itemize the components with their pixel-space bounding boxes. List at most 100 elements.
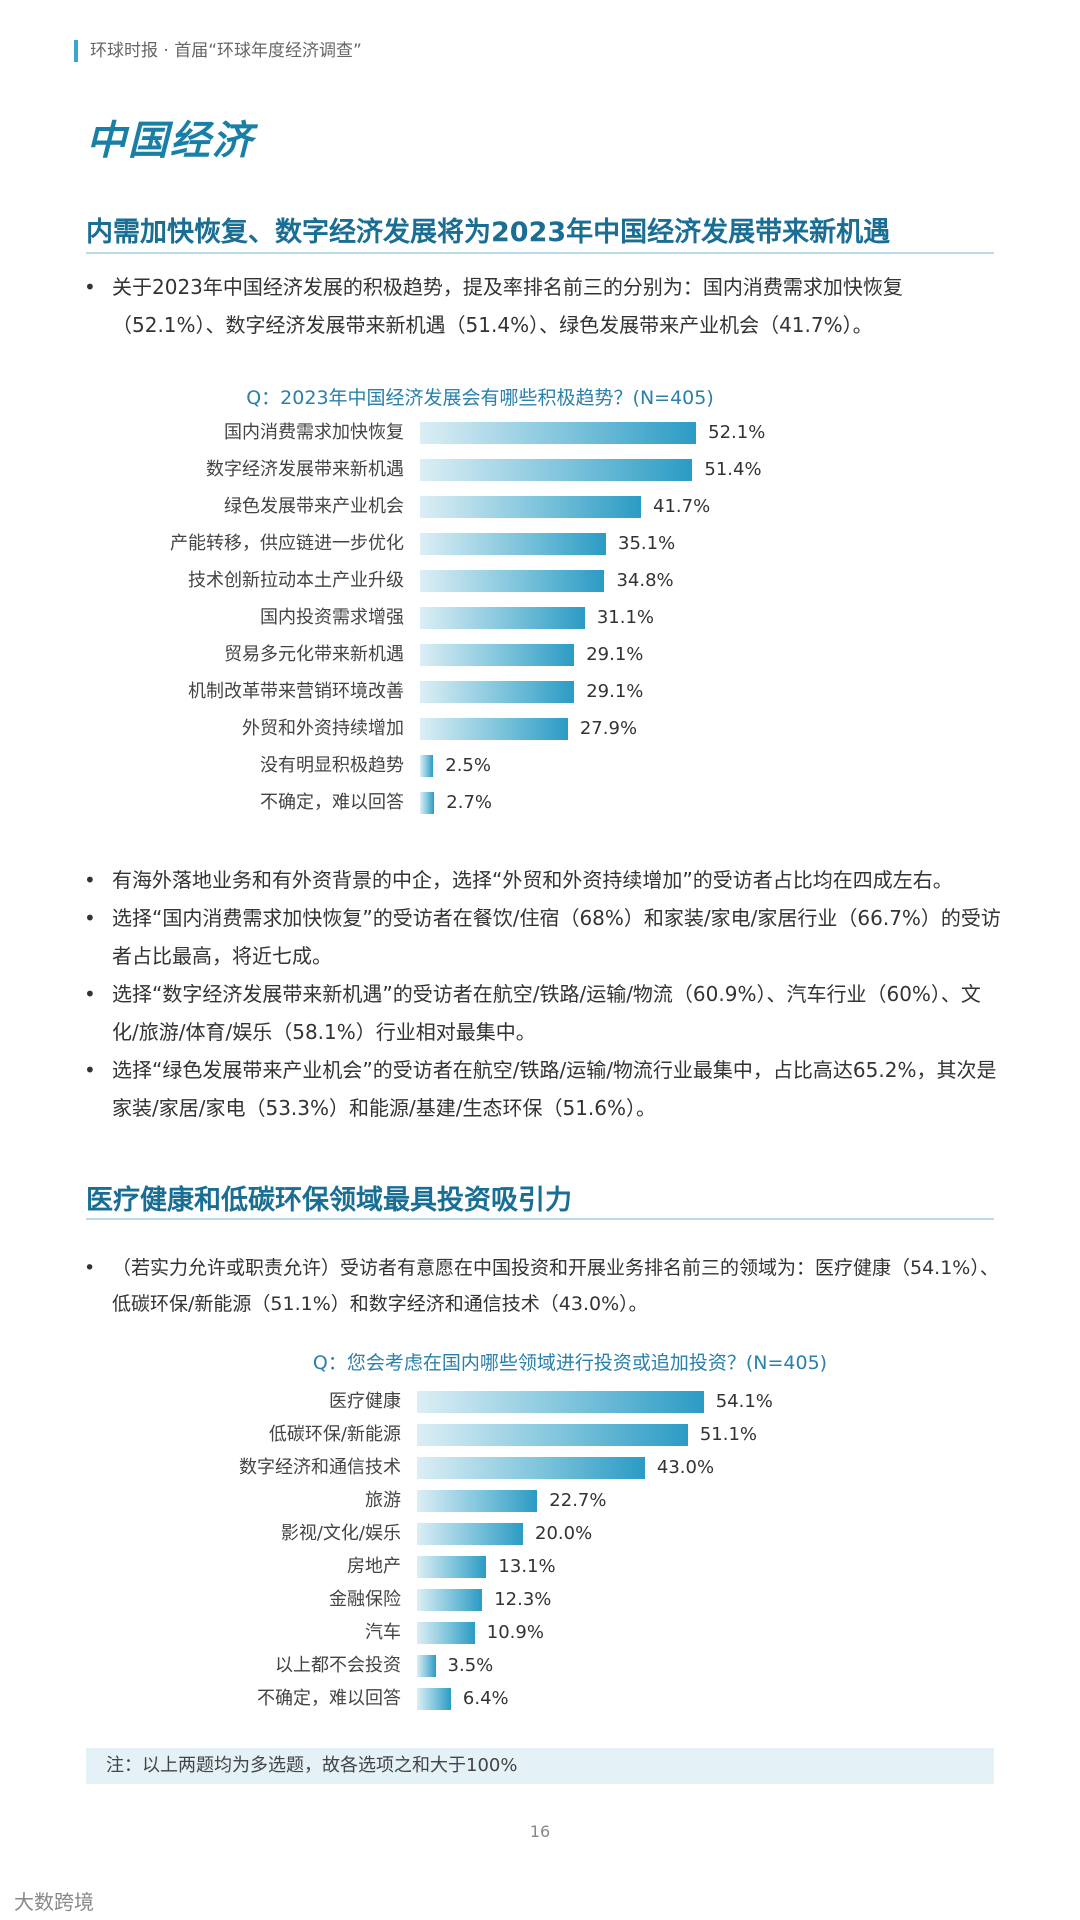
bar-row: 贸易多元化带来新机遇 29.1% (0, 640, 1080, 670)
bar (420, 755, 434, 777)
bar-value-label: 29.1% (586, 681, 644, 702)
bar-row: 旅游 22.7% (0, 1486, 1080, 1516)
bar-row: 绿色发展带来产业机会 41.7% (0, 492, 1080, 522)
bar (417, 1457, 645, 1479)
bar-row: 房地产 13.1% (0, 1552, 1080, 1582)
bar-value-label: 2.5% (445, 755, 491, 776)
bar-row: 数字经济发展带来新机遇 51.4% (0, 455, 1080, 485)
bar-category-label: 医疗健康 (329, 1391, 401, 1412)
bar (417, 1622, 475, 1644)
page-title: 中国经济 (86, 118, 254, 164)
bar-row: 不确定，难以回答 6.4% (0, 1684, 1080, 1714)
chart1-title: Q：2023年中国经济发展会有哪些积极趋势？(N=405) (246, 387, 714, 409)
bar-category-label: 低碳环保/新能源 (268, 1424, 401, 1445)
bar (417, 1490, 538, 1512)
bar-category-label: 外贸和外资持续增加 (242, 718, 404, 739)
bar-category-label: 旅游 (365, 1490, 401, 1511)
section1-bullet-1: 有海外落地业务和有外资背景的中企，选择“外贸和外资持续增加”的受访者占比均在四成… (84, 861, 1004, 899)
bar (420, 422, 697, 444)
section2-intro-bullet: （若实力允许或职责允许）受访者有意愿在中国投资和开展业务排名前三的领域为：医疗健… (84, 1250, 1004, 1322)
bar-category-label: 机制改革带来营销环境改善 (188, 681, 404, 702)
bar-value-label: 10.9% (486, 1622, 544, 1643)
bar-value-label: 13.1% (498, 1556, 556, 1577)
bar-value-label: 54.1% (715, 1391, 773, 1412)
bar-category-label: 数字经济发展带来新机遇 (206, 459, 404, 480)
bar-category-label: 国内消费需求加快恢复 (224, 422, 404, 443)
bar-row: 不确定，难以回答 2.7% (0, 788, 1080, 818)
bar-row: 没有明显积极趋势 2.5% (0, 751, 1080, 781)
bar (420, 459, 693, 481)
bar-value-label: 41.7% (653, 496, 711, 517)
bar-value-label: 3.5% (447, 1655, 494, 1676)
section2-heading: 医疗健康和低碳环保领域最具投资吸引力 (86, 1185, 572, 1216)
bar (417, 1523, 523, 1545)
bar-category-label: 技术创新拉动本土产业升级 (188, 570, 404, 591)
bar-value-label: 31.1% (596, 607, 655, 628)
bar-category-label: 没有明显积极趋势 (260, 755, 404, 776)
bar (417, 1589, 483, 1611)
bar (420, 681, 575, 703)
bar-category-label: 房地产 (347, 1556, 401, 1577)
bar-row: 医疗健康 54.1% (0, 1387, 1080, 1417)
bar-category-label: 产能转移，供应链进一步优化 (170, 533, 404, 554)
bar-row: 低碳环保/新能源 51.1% (0, 1420, 1080, 1450)
bar-value-label: 34.8% (616, 570, 674, 591)
bar-row: 数字经济和通信技术 43.0% (0, 1453, 1080, 1483)
footnote: 注：以上两题均为多选题，故各选项之和大于100% (86, 1748, 994, 1784)
bar-row: 外贸和外资持续增加 27.9% (0, 714, 1080, 744)
footer-brand: 大数跨境 (14, 1890, 94, 1914)
page-number: 16 (529, 1822, 551, 1841)
bar-category-label: 不确定，难以回答 (260, 792, 404, 813)
bar-row: 汽车 10.9% (0, 1618, 1080, 1648)
bar (420, 570, 605, 592)
bar (420, 607, 585, 629)
bar-row: 技术创新拉动本土产业升级 34.8% (0, 566, 1080, 596)
bar-row: 机制改革带来营销环境改善 29.1% (0, 677, 1080, 707)
section1-bullet-4: 选择“绿色发展带来产业机会”的受访者在航空/铁路/运输/物流行业最集中，占比高达… (84, 1051, 1004, 1127)
bar-row: 影视/文化/娱乐 20.0% (0, 1519, 1080, 1549)
chart2-title: Q：您会考虑在国内哪些领域进行投资或追加投资？(N=405) (312, 1352, 828, 1374)
bar-value-label: 20.0% (535, 1523, 593, 1544)
bar (420, 533, 607, 555)
bar-value-label: 12.3% (494, 1589, 552, 1610)
bar (417, 1688, 451, 1710)
bar-value-label: 29.1% (586, 644, 644, 665)
bar-row: 以上都不会投资 3.5% (0, 1651, 1080, 1681)
section1-bullet-3: 选择“数字经济发展带来新机遇”的受访者在航空/铁路/运输/物流（60.9%）、汽… (84, 975, 1004, 1051)
bar-value-label: 22.7% (549, 1490, 607, 1511)
bar (420, 792, 435, 814)
bar-category-label: 汽车 (365, 1622, 401, 1643)
bar-category-label: 影视/文化/娱乐 (280, 1523, 401, 1544)
bar (420, 644, 575, 666)
bar-value-label: 2.7% (446, 792, 493, 813)
bar (417, 1424, 688, 1446)
bar-row: 国内投资需求增强 31.1% (0, 603, 1080, 633)
bar-value-label: 52.1% (708, 422, 766, 443)
bar-value-label: 51.4% (704, 459, 762, 480)
bar (417, 1391, 704, 1413)
bar-category-label: 绿色发展带来产业机会 (224, 496, 404, 517)
bar-value-label: 27.9% (579, 718, 638, 739)
bar-category-label: 不确定，难以回答 (257, 1688, 401, 1709)
bar-category-label: 以上都不会投资 (275, 1655, 401, 1676)
bar (417, 1556, 487, 1578)
section1-divider (86, 252, 994, 254)
section2-divider (86, 1218, 994, 1220)
bar-row: 产能转移，供应链进一步优化 35.1% (0, 529, 1080, 559)
bar (420, 718, 568, 740)
bar-value-label: 51.1% (699, 1424, 758, 1445)
bar-category-label: 国内投资需求增强 (260, 607, 404, 628)
bar (417, 1655, 436, 1677)
section1-intro-bullet: 关于2023年中国经济发展的积极趋势，提及率排名前三的分别为：国内消费需求加快恢… (84, 268, 1004, 344)
bar-category-label: 数字经济和通信技术 (239, 1457, 401, 1478)
breadcrumb: 环球时报 · 首届“环球年度经济调查” (74, 40, 362, 62)
bar-value-label: 6.4% (462, 1688, 509, 1709)
bar-value-label: 43.0% (656, 1457, 715, 1478)
bar (420, 496, 641, 518)
bar-category-label: 贸易多元化带来新机遇 (224, 644, 404, 665)
bar-row: 国内消费需求加快恢复 52.1% (0, 418, 1080, 448)
section1-heading: 内需加快恢复、数字经济发展将为2023年中国经济发展带来新机遇 (86, 217, 891, 248)
bar-category-label: 金融保险 (329, 1589, 401, 1610)
bar-value-label: 35.1% (618, 533, 676, 554)
section1-bullet-2: 选择“国内消费需求加快恢复”的受访者在餐饮/住宿（68%）和家装/家电/家居行业… (84, 899, 1004, 975)
